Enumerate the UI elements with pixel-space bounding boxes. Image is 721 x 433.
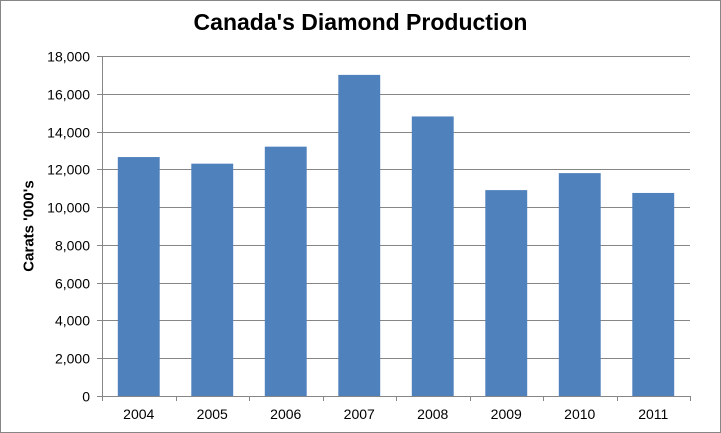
x-tick-label: 2008 <box>417 406 448 422</box>
x-tick-label: 2005 <box>197 406 228 422</box>
x-tick-label: 2006 <box>270 406 301 422</box>
y-tick-label: 12,000 <box>47 162 90 178</box>
x-tick-label: 2011 <box>638 406 668 422</box>
y-tick-label: 4,000 <box>55 313 90 329</box>
y-tick-label: 2,000 <box>55 351 90 367</box>
bar <box>338 74 381 396</box>
x-tick-label: 2007 <box>344 406 375 422</box>
y-tick-label: 6,000 <box>55 276 90 292</box>
y-tick-label: 16,000 <box>47 87 90 103</box>
y-tick-label: 8,000 <box>55 238 90 254</box>
y-tick-label: 18,000 <box>47 49 90 65</box>
bar <box>264 146 307 396</box>
bar <box>191 163 234 396</box>
x-tick-label: 2009 <box>491 406 522 422</box>
y-tick-label: 14,000 <box>47 125 90 141</box>
y-tick-label: 10,000 <box>47 200 90 216</box>
chart-title: Canada's Diamond Production <box>193 9 528 35</box>
x-tick-label: 2010 <box>564 406 595 422</box>
bar <box>117 157 160 396</box>
bar <box>411 116 454 396</box>
x-tick-label: 2004 <box>123 406 154 422</box>
bar <box>632 192 675 396</box>
y-tick-label: 0 <box>82 389 90 405</box>
bar <box>558 173 601 396</box>
bar <box>485 190 528 396</box>
